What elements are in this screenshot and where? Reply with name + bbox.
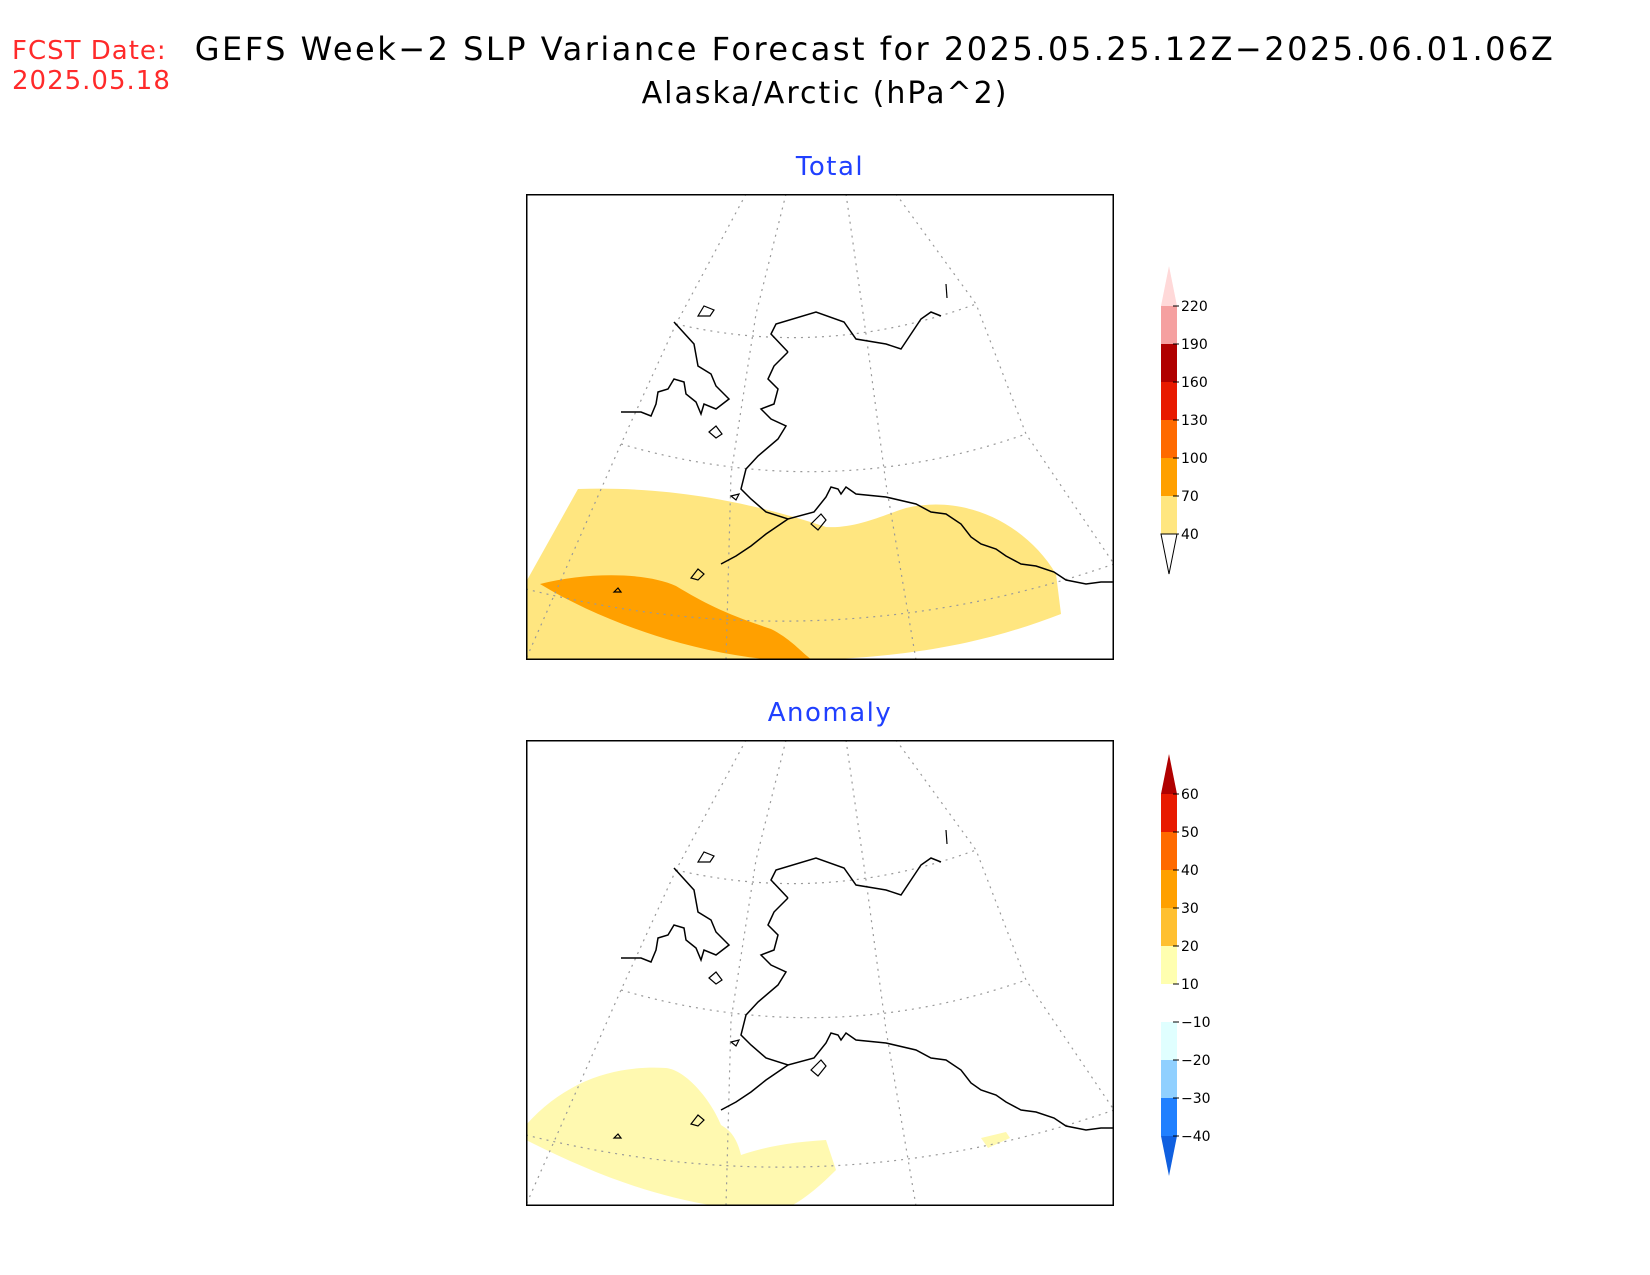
total-variance-40-70-area [526,488,1061,660]
total-panel-title: Total [795,152,865,182]
total-colorbar: 220 190 160 130 100 70 40 [1160,266,1208,575]
total-colorbar-label: 220 [1181,299,1208,315]
page-title: GEFS Week−2 SLP Variance Forecast for 20… [194,30,1556,68]
anomaly-colorbar-box [1161,1060,1177,1098]
anomaly-colorbar-label: 30 [1181,901,1199,917]
anomaly-colorbar-box [1161,794,1177,832]
forecast-date-block: FCST Date: 2025.05.18 [12,36,171,96]
anomaly-colorbar-box [1161,870,1177,908]
anomaly-variance-small-area [981,1132,1010,1148]
anomaly-colorbar-top-tip [1161,754,1177,794]
anomaly-panel-title: Anomaly [767,698,893,728]
total-colorbar-label: 100 [1181,451,1208,467]
total-colorbar-label: 70 [1181,489,1199,505]
total-colorbar-bottom-tip [1160,533,1178,575]
page-subtitle: Alaska/Arctic (hPa^2) [641,76,1009,111]
total-coastline [621,311,1114,585]
anomaly-colorbar-label: 60 [1181,787,1199,803]
anomaly-colorbar-box [1161,832,1177,870]
anomaly-map-frame [526,740,1114,1206]
anomaly-colorbar-label: −20 [1181,1053,1211,1069]
total-map-frame [526,194,1114,660]
anomaly-islands [612,829,948,1139]
total-colorbar-box [1161,496,1177,534]
anomaly-colorbar-label: 10 [1181,977,1199,993]
total-colorbar-label: 160 [1181,375,1208,391]
anomaly-colorbar-box [1161,984,1177,1022]
anomaly-colorbar-box [1161,1022,1177,1060]
total-colorbar-box [1161,458,1177,496]
total-colorbar-label: 130 [1181,413,1208,429]
anomaly-colorbar: 60 50 40 30 20 10 −10 −20 −30 −40 [1161,754,1211,1176]
anomaly-graticule [526,740,1114,1206]
forecast-date-value: 2025.05.18 [12,66,171,96]
anomaly-coastline [621,857,1114,1131]
anomaly-variance-10-20-area [526,1067,836,1206]
anomaly-colorbar-box [1161,1098,1177,1136]
total-variance-70-100-area [540,575,812,660]
anomaly-colorbar-label: −40 [1181,1129,1211,1145]
anomaly-colorbar-bottom-tip [1161,1136,1177,1176]
anomaly-colorbar-label: 50 [1181,825,1199,841]
total-colorbar-label: 40 [1181,527,1199,543]
total-graticule [526,194,1114,660]
total-islands [612,283,948,593]
anomaly-colorbar-label: 20 [1181,939,1199,955]
anomaly-map [526,740,1114,1206]
total-colorbar-box [1161,420,1177,458]
total-colorbar-box [1161,344,1177,382]
anomaly-colorbar-box [1161,908,1177,946]
total-colorbar-box [1161,306,1177,344]
anomaly-colorbar-box [1161,946,1177,984]
total-colorbar-label: 190 [1181,337,1208,353]
anomaly-colorbar-label: −30 [1181,1091,1211,1107]
anomaly-colorbar-label: −10 [1181,1015,1211,1031]
total-colorbar-top-tip [1161,266,1177,306]
total-map [526,194,1114,660]
anomaly-colorbar-label: 40 [1181,863,1199,879]
forecast-date-label: FCST Date: [12,36,167,66]
total-colorbar-box [1161,382,1177,420]
